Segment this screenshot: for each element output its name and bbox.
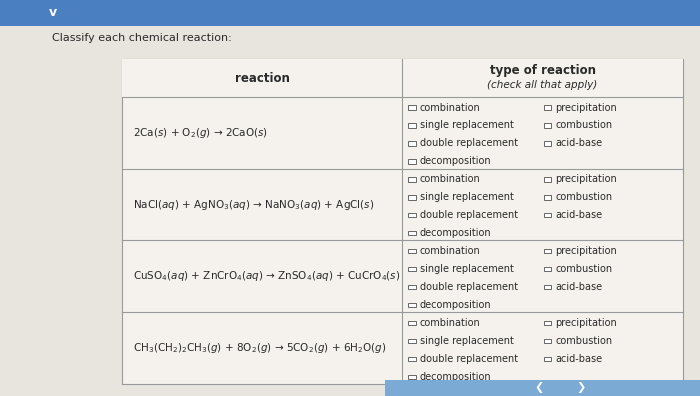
Bar <box>543 105 552 110</box>
Bar <box>408 141 416 146</box>
Bar <box>408 195 416 200</box>
Text: single replacement: single replacement <box>420 264 514 274</box>
Text: v: v <box>48 6 57 19</box>
Bar <box>122 59 682 384</box>
Text: decomposition: decomposition <box>420 372 491 382</box>
Text: combination: combination <box>420 246 481 256</box>
Bar <box>408 159 416 164</box>
Text: acid-base: acid-base <box>555 282 603 292</box>
Text: double replacement: double replacement <box>420 210 518 220</box>
Bar <box>122 59 682 97</box>
Text: single replacement: single replacement <box>420 120 514 130</box>
Bar <box>543 213 552 217</box>
Bar <box>408 357 416 361</box>
Text: single replacement: single replacement <box>420 336 514 346</box>
Text: combustion: combustion <box>555 264 612 274</box>
Bar <box>408 321 416 325</box>
Text: ❮: ❮ <box>534 382 544 393</box>
Text: double replacement: double replacement <box>420 354 518 364</box>
Text: combustion: combustion <box>555 120 612 130</box>
Bar <box>543 339 552 343</box>
Text: decomposition: decomposition <box>420 300 491 310</box>
Bar <box>408 303 416 307</box>
Text: precipitation: precipitation <box>555 246 617 256</box>
Bar <box>0 0 700 26</box>
Bar <box>408 213 416 217</box>
Bar <box>385 380 700 396</box>
Text: acid-base: acid-base <box>555 354 603 364</box>
Bar <box>408 231 416 236</box>
Text: 2Ca($s$) + O$_2$($g$) → 2CaO($s$): 2Ca($s$) + O$_2$($g$) → 2CaO($s$) <box>133 126 268 140</box>
Bar <box>543 195 552 200</box>
Text: double replacement: double replacement <box>420 139 518 148</box>
Bar <box>408 375 416 379</box>
Text: combination: combination <box>420 174 481 185</box>
Bar <box>408 267 416 271</box>
Text: ❯: ❯ <box>576 382 586 393</box>
Bar <box>408 339 416 343</box>
Text: combination: combination <box>420 103 481 112</box>
Text: combustion: combustion <box>555 336 612 346</box>
Bar <box>543 123 552 128</box>
Bar <box>408 123 416 128</box>
Text: NaCl($aq$) + AgNO$_3$($aq$) → NaNO$_3$($aq$) + AgCl($s$): NaCl($aq$) + AgNO$_3$($aq$) → NaNO$_3$($… <box>133 198 374 211</box>
Text: decomposition: decomposition <box>420 228 491 238</box>
Bar <box>408 177 416 181</box>
Text: reaction: reaction <box>235 72 290 85</box>
Text: precipitation: precipitation <box>555 103 617 112</box>
Bar <box>543 285 552 289</box>
Bar <box>408 105 416 110</box>
Text: (check all that apply): (check all that apply) <box>487 80 598 90</box>
Text: combination: combination <box>420 318 481 328</box>
Bar <box>543 321 552 325</box>
Text: double replacement: double replacement <box>420 282 518 292</box>
Text: precipitation: precipitation <box>555 174 617 185</box>
Bar <box>543 357 552 361</box>
Bar <box>408 285 416 289</box>
Text: decomposition: decomposition <box>420 156 491 166</box>
Bar <box>543 177 552 181</box>
Bar <box>408 249 416 253</box>
Text: acid-base: acid-base <box>555 139 603 148</box>
Text: CH$_3$(CH$_2$)$_2$CH$_3$($g$) + 8O$_2$($g$) → 5CO$_2$($g$) + 6H$_2$O($g$): CH$_3$(CH$_2$)$_2$CH$_3$($g$) + 8O$_2$($… <box>133 341 386 355</box>
Bar <box>543 267 552 271</box>
Text: type of reaction: type of reaction <box>489 65 596 78</box>
Text: acid-base: acid-base <box>555 210 603 220</box>
Text: precipitation: precipitation <box>555 318 617 328</box>
Text: combustion: combustion <box>555 192 612 202</box>
Bar <box>543 141 552 146</box>
Bar <box>543 249 552 253</box>
Text: single replacement: single replacement <box>420 192 514 202</box>
Text: Classify each chemical reaction:: Classify each chemical reaction: <box>52 32 232 43</box>
Text: CuSO$_4$($aq$) + ZnCrO$_4$($aq$) → ZnSO$_4$($aq$) + CuCrO$_4$($s$): CuSO$_4$($aq$) + ZnCrO$_4$($aq$) → ZnSO$… <box>133 269 400 284</box>
